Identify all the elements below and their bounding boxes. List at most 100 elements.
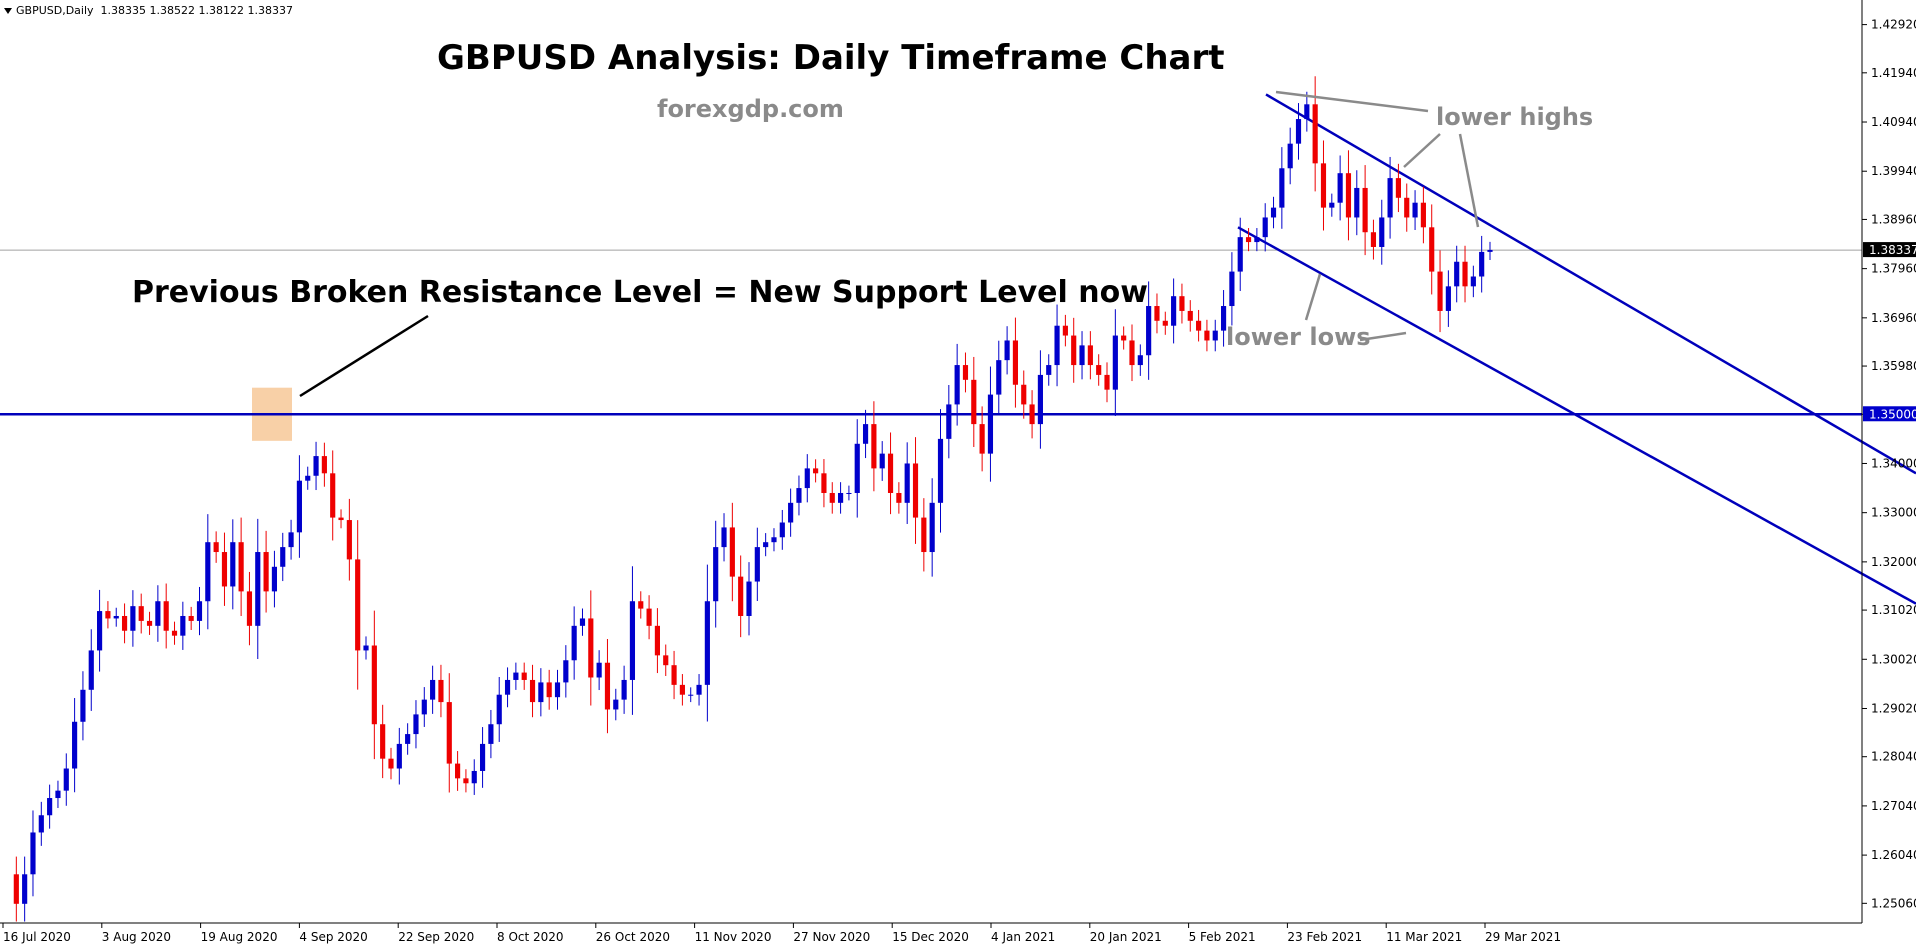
candle-body bbox=[954, 365, 960, 405]
candle-body bbox=[246, 591, 253, 626]
candle bbox=[479, 727, 486, 788]
candle bbox=[546, 669, 552, 710]
candle-body bbox=[946, 404, 952, 439]
candle-body bbox=[1337, 173, 1343, 203]
candle bbox=[887, 432, 894, 515]
candle bbox=[854, 419, 860, 518]
candle bbox=[1079, 331, 1085, 380]
y-tick-label: 1.40940 bbox=[1871, 115, 1916, 129]
candle-body bbox=[313, 456, 319, 476]
candle-body bbox=[321, 456, 327, 474]
candle bbox=[1062, 314, 1068, 347]
candle-body bbox=[996, 360, 1002, 395]
candle bbox=[1362, 165, 1368, 256]
candle bbox=[1046, 354, 1052, 386]
candle bbox=[679, 674, 685, 706]
candle-body bbox=[238, 542, 244, 592]
x-tick-label: 8 Oct 2020 bbox=[497, 930, 564, 944]
candle bbox=[205, 514, 211, 630]
candle-body bbox=[771, 537, 777, 543]
candle bbox=[230, 519, 236, 610]
candle bbox=[746, 562, 752, 636]
candle bbox=[1021, 370, 1027, 419]
candle-body bbox=[896, 492, 902, 503]
x-tick-label: 3 Aug 2020 bbox=[102, 930, 171, 944]
candle-body bbox=[1270, 207, 1277, 218]
candle bbox=[1487, 241, 1493, 260]
candle-body bbox=[1387, 178, 1393, 218]
candle bbox=[1146, 281, 1152, 380]
candle-body bbox=[604, 662, 611, 710]
candle-body bbox=[72, 721, 78, 769]
candle bbox=[1262, 203, 1268, 252]
candle bbox=[771, 528, 777, 552]
candle-body bbox=[929, 502, 935, 553]
candle bbox=[346, 498, 352, 581]
candle-body bbox=[1096, 365, 1102, 375]
candle-body bbox=[746, 581, 752, 616]
candle bbox=[1279, 147, 1285, 229]
candle bbox=[1104, 362, 1110, 403]
candle bbox=[962, 352, 969, 393]
site-watermark: forexgdp.com bbox=[657, 95, 844, 123]
candle-body bbox=[613, 699, 619, 710]
candle bbox=[496, 676, 502, 742]
candle bbox=[72, 698, 78, 793]
candle-body bbox=[1262, 217, 1268, 238]
candle-body bbox=[80, 689, 86, 722]
candle-body bbox=[962, 365, 969, 380]
candle-body bbox=[371, 645, 377, 725]
candle-body bbox=[788, 502, 794, 523]
candle bbox=[1479, 235, 1485, 293]
candle bbox=[355, 520, 361, 690]
candle bbox=[1295, 103, 1302, 160]
candle bbox=[1254, 228, 1260, 252]
candle-body bbox=[1420, 202, 1426, 228]
candle-body bbox=[355, 559, 361, 651]
candle-body bbox=[38, 815, 44, 833]
candle bbox=[421, 687, 427, 727]
candle-body bbox=[155, 601, 161, 626]
candle-body bbox=[854, 443, 860, 493]
candle bbox=[171, 621, 178, 645]
candle bbox=[463, 769, 469, 793]
candle bbox=[255, 518, 261, 660]
candle bbox=[296, 455, 302, 558]
candle-body bbox=[638, 601, 644, 609]
candle-body bbox=[421, 699, 427, 715]
chevron-down-icon[interactable] bbox=[4, 8, 12, 14]
candle-body bbox=[396, 743, 402, 769]
candle-body bbox=[455, 763, 461, 779]
candle bbox=[1437, 250, 1443, 333]
candle-body bbox=[779, 522, 785, 538]
candle-body bbox=[121, 615, 128, 631]
candle-body bbox=[1329, 202, 1335, 208]
candle bbox=[1154, 293, 1160, 334]
candle-body bbox=[862, 424, 869, 444]
candle bbox=[396, 727, 402, 785]
candle bbox=[896, 482, 902, 514]
candle bbox=[146, 611, 153, 635]
candle-body bbox=[1062, 325, 1068, 336]
candle-body bbox=[688, 694, 694, 696]
candle bbox=[405, 723, 411, 755]
candle-body bbox=[563, 660, 569, 683]
x-tick-label: 22 Sep 2020 bbox=[398, 930, 474, 944]
support-price-tag bbox=[1863, 406, 1916, 422]
x-tick-label: 16 Jul 2020 bbox=[3, 930, 71, 944]
candle bbox=[138, 593, 144, 634]
candle bbox=[221, 532, 228, 606]
candle bbox=[937, 409, 944, 533]
candle bbox=[646, 595, 652, 640]
candle-body bbox=[363, 645, 369, 651]
candle-body bbox=[1370, 232, 1377, 247]
candle bbox=[113, 607, 119, 627]
x-tick-label: 11 Nov 2020 bbox=[695, 930, 772, 944]
x-tick-label: 15 Dec 2020 bbox=[892, 930, 969, 944]
candle-body bbox=[1295, 119, 1302, 144]
candle-body bbox=[1037, 374, 1043, 425]
candle bbox=[330, 450, 336, 541]
candle-body bbox=[1071, 335, 1077, 366]
